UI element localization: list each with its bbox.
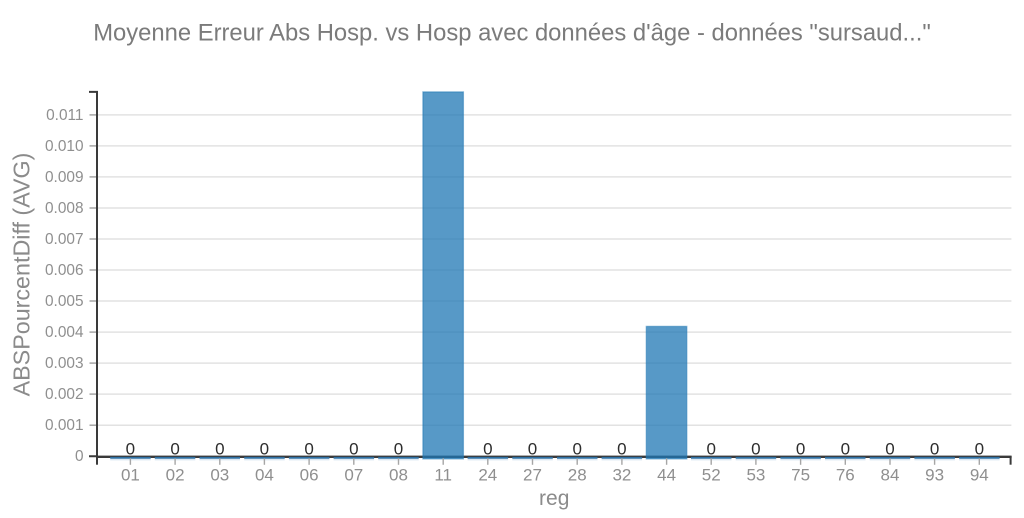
svg-text:24: 24 (478, 465, 497, 484)
svg-text:93: 93 (925, 465, 944, 484)
svg-text:08: 08 (389, 465, 408, 484)
svg-text:0: 0 (796, 439, 805, 458)
svg-text:02: 02 (166, 465, 185, 484)
svg-text:Moyenne Erreur Abs Hosp. vs Ho: Moyenne Erreur Abs Hosp. vs Hosp avec do… (93, 20, 931, 47)
svg-text:0: 0 (394, 439, 403, 458)
svg-text:0.009: 0.009 (45, 169, 84, 186)
svg-text:0: 0 (215, 439, 224, 458)
svg-text:52: 52 (702, 465, 721, 484)
svg-text:0: 0 (304, 439, 313, 458)
svg-text:84: 84 (881, 465, 900, 484)
svg-text:0.005: 0.005 (45, 293, 84, 310)
svg-text:32: 32 (612, 465, 631, 484)
svg-text:0.002: 0.002 (45, 386, 84, 403)
svg-text:75: 75 (791, 465, 810, 484)
svg-text:0: 0 (126, 439, 135, 458)
svg-text:0.001: 0.001 (45, 417, 84, 434)
svg-text:11: 11 (434, 465, 452, 484)
svg-text:01: 01 (121, 465, 140, 484)
svg-text:06: 06 (300, 465, 319, 484)
svg-text:0: 0 (751, 439, 760, 458)
svg-text:27: 27 (523, 465, 542, 484)
svg-text:53: 53 (746, 465, 765, 484)
svg-text:28: 28 (568, 465, 587, 484)
svg-text:0.004: 0.004 (45, 324, 84, 341)
svg-text:0: 0 (706, 439, 715, 458)
svg-text:76: 76 (836, 465, 855, 484)
svg-text:0: 0 (170, 439, 179, 458)
svg-text:0.008: 0.008 (45, 200, 84, 217)
svg-text:0: 0 (572, 439, 581, 458)
svg-text:0: 0 (841, 439, 850, 458)
svg-text:0: 0 (930, 439, 939, 458)
svg-text:03: 03 (210, 465, 229, 484)
svg-text:0.010: 0.010 (45, 138, 84, 155)
svg-text:0.007: 0.007 (45, 231, 84, 248)
svg-text:04: 04 (255, 465, 274, 484)
svg-text:0.011: 0.011 (46, 107, 83, 124)
svg-text:0: 0 (260, 439, 269, 458)
svg-text:44: 44 (657, 465, 676, 484)
svg-text:reg: reg (539, 487, 569, 510)
svg-text:0: 0 (975, 439, 984, 458)
svg-text:ABSPourcentDiff (AVG): ABSPourcentDiff (AVG) (9, 153, 35, 397)
svg-text:0: 0 (349, 439, 358, 458)
svg-text:07: 07 (344, 465, 363, 484)
svg-text:0.003: 0.003 (45, 355, 84, 372)
svg-text:0.006: 0.006 (45, 262, 84, 279)
svg-text:0: 0 (483, 439, 492, 458)
svg-text:0: 0 (885, 439, 894, 458)
svg-text:0: 0 (528, 439, 537, 458)
svg-text:94: 94 (970, 465, 989, 484)
svg-text:0: 0 (75, 448, 84, 465)
svg-text:0: 0 (617, 439, 626, 458)
